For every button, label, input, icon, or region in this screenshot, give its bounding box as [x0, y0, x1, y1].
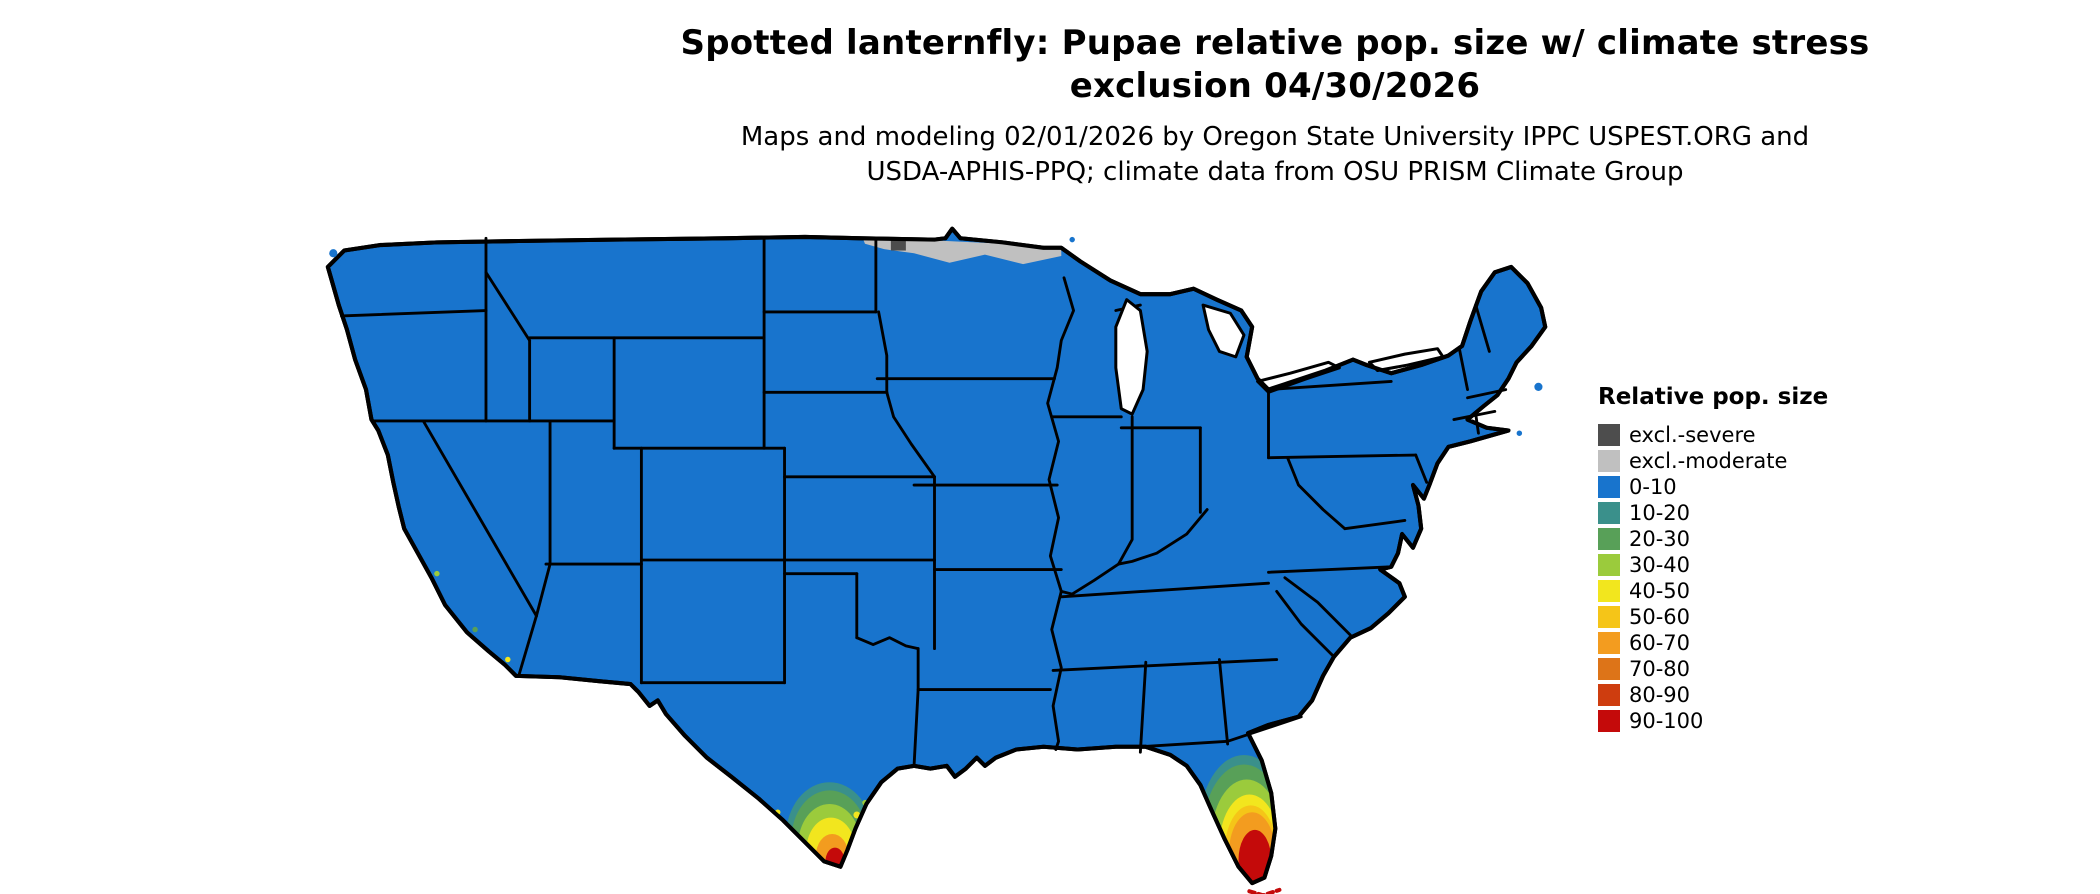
legend-swatch [1598, 528, 1620, 550]
legend-label: excl.-severe [1629, 423, 1756, 447]
map-state-borders [340, 236, 1508, 768]
map-specks-coastal-blue [329, 236, 1543, 436]
legend-label: 30-40 [1629, 553, 1691, 577]
legend-label: 60-70 [1629, 631, 1691, 655]
legend-swatch [1598, 710, 1620, 732]
legend-title: Relative pop. size [1598, 384, 1829, 410]
page-subtitle-line1: Maps and modeling 02/01/2026 by Oregon S… [740, 122, 1810, 152]
page-subtitle-line2: USDA-APHIS-PPQ; climate data from OSU PR… [866, 157, 1684, 187]
legend-label: excl.-moderate [1629, 449, 1788, 473]
map-exclusion-severe-patch [890, 239, 906, 251]
page-title: Spotted lanternfly: Pupae relative pop. … [450, 22, 2100, 108]
legend-label: 10-20 [1629, 501, 1691, 525]
legend-swatch [1598, 658, 1620, 680]
legend-item: 0-10 [1598, 474, 1828, 500]
map-landmass [325, 226, 1548, 886]
legend-swatch [1598, 450, 1620, 472]
legend-item: excl.-severe [1598, 422, 1828, 448]
legend-items: excl.-severe excl.-moderate 0-10 10-20 20-30… [1598, 422, 1828, 734]
legend-label: 20-30 [1629, 527, 1691, 551]
legend-item: 10-20 [1598, 500, 1828, 526]
legend-swatch [1598, 554, 1620, 576]
map-outline [325, 226, 1548, 886]
page-subtitle: Maps and modeling 02/01/2026 by Oregon S… [450, 120, 2100, 190]
legend-swatch [1598, 424, 1620, 446]
legend-item: 30-40 [1598, 552, 1828, 578]
legend-item: 80-90 [1598, 682, 1828, 708]
legend-swatch [1598, 606, 1620, 628]
legend-swatch [1598, 684, 1620, 706]
us-map [325, 226, 1548, 894]
legend-item: 60-70 [1598, 630, 1828, 656]
legend-swatch [1598, 502, 1620, 524]
page-title-line1: Spotted lanternfly: Pupae relative pop. … [680, 23, 1870, 63]
legend-label: 70-80 [1629, 657, 1691, 681]
page-title-line2: exclusion 04/30/2026 [1069, 66, 1481, 106]
legend-label: 80-90 [1629, 683, 1691, 707]
lake-huron [1201, 303, 1246, 359]
legend-item: 40-50 [1598, 578, 1828, 604]
legend-item: 70-80 [1598, 656, 1828, 682]
map-exclusion-moderate-band [862, 236, 1062, 265]
lake-michigan [1114, 298, 1149, 416]
legend-swatch [1598, 580, 1620, 602]
legend-label: 40-50 [1629, 579, 1691, 603]
map-specks-california [434, 570, 511, 663]
legend: Relative pop. size excl.-severe excl.-mod… [1598, 384, 1828, 734]
us-map-container [314, 226, 1555, 894]
legend-item: excl.-moderate [1598, 448, 1828, 474]
legend-label: 0-10 [1629, 475, 1677, 499]
legend-item: 50-60 [1598, 604, 1828, 630]
legend-label: 50-60 [1629, 605, 1691, 629]
legend-swatch [1598, 632, 1620, 654]
legend-item: 90-100 [1598, 708, 1828, 734]
legend-swatch [1598, 476, 1620, 498]
legend-label: 90-100 [1629, 709, 1704, 733]
legend-item: 20-30 [1598, 526, 1828, 552]
